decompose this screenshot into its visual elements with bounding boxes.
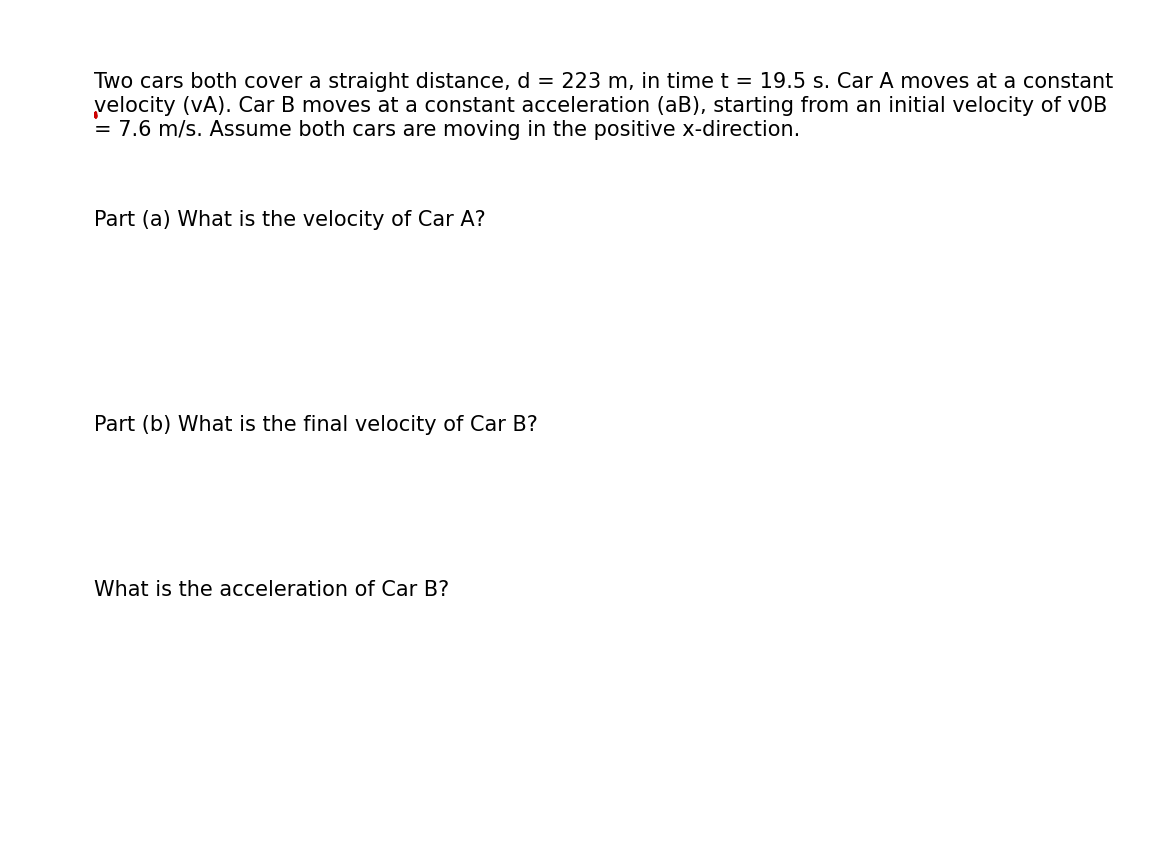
Text: velocity (vA). Car B moves at a constant acceleration (aB), starting from an ini: velocity (vA). Car B moves at a constant… bbox=[94, 96, 1107, 116]
Text: Part (b) What is the final velocity of Car B?: Part (b) What is the final velocity of C… bbox=[94, 415, 538, 435]
Text: Part (a) What is the velocity of Car A?: Part (a) What is the velocity of Car A? bbox=[94, 210, 486, 230]
Text: What is the acceleration of Car B?: What is the acceleration of Car B? bbox=[94, 580, 450, 600]
Text: Two cars both cover a straight distance, d = 223 m, in time t = 19.5 s. Car A mo: Two cars both cover a straight distance,… bbox=[94, 72, 1113, 92]
Text: = 7.6 m/s. Assume both cars are moving in the positive x-direction.: = 7.6 m/s. Assume both cars are moving i… bbox=[94, 120, 800, 140]
